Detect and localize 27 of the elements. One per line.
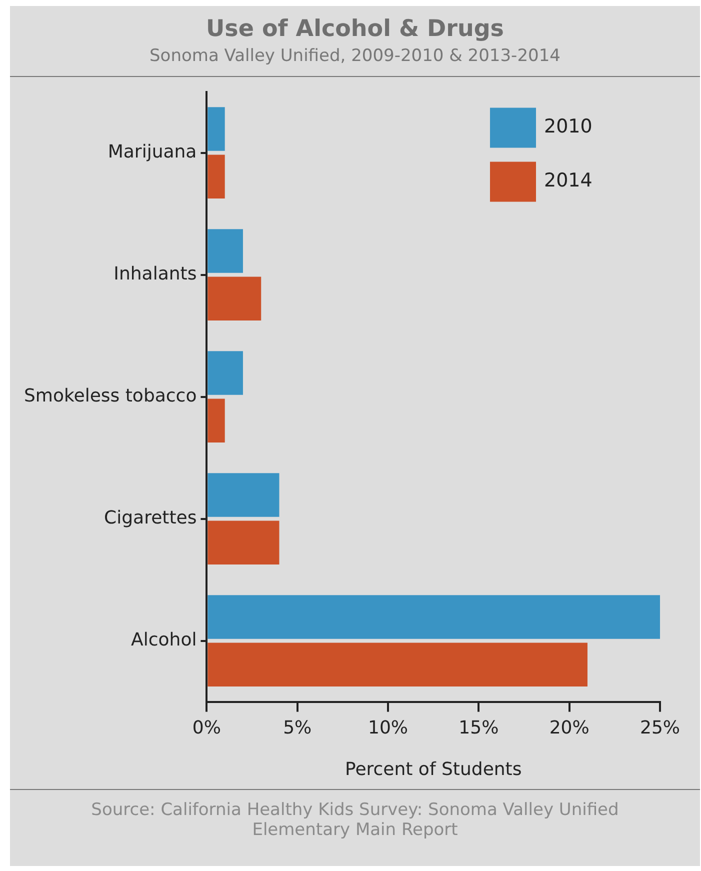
x-tick-label: 10% (368, 717, 408, 738)
x-tick-label: 0% (192, 717, 221, 738)
bar (208, 229, 243, 273)
y-tick-label: Alcohol (131, 629, 197, 650)
bar (208, 154, 225, 198)
legend-label: 2010 (544, 116, 592, 138)
x-axis-title: Percent of Students (344, 758, 522, 780)
bar (208, 351, 243, 395)
bar (208, 642, 588, 686)
x-tick-label: 15% (458, 717, 499, 738)
source-note: Source: California Healthy Kids Survey: Sonoma Valley Unified Elementary Main Report (10, 789, 700, 840)
chart-title: Use of Alcohol & Drugs (204, 16, 505, 42)
bar (208, 520, 280, 564)
y-tick-label: Smokeless tobacco (24, 385, 197, 406)
bar (208, 595, 660, 639)
y-tick-label: Inhalants (114, 263, 197, 284)
bar (208, 276, 262, 320)
x-tick-label: 20% (549, 717, 590, 738)
bar (208, 473, 280, 517)
x-tick-label: 25% (640, 717, 680, 738)
chart-subtitle: Sonoma Valley Unified, 2009-2010 & 2013-2014 (10, 46, 700, 77)
bar (208, 398, 225, 442)
legend-label: 2014 (544, 170, 592, 192)
y-tick-label: Cigarettes (104, 507, 197, 528)
y-tick-label: Marijuana (108, 141, 197, 162)
bar (208, 107, 225, 151)
x-tick-label: 5% (283, 717, 312, 738)
